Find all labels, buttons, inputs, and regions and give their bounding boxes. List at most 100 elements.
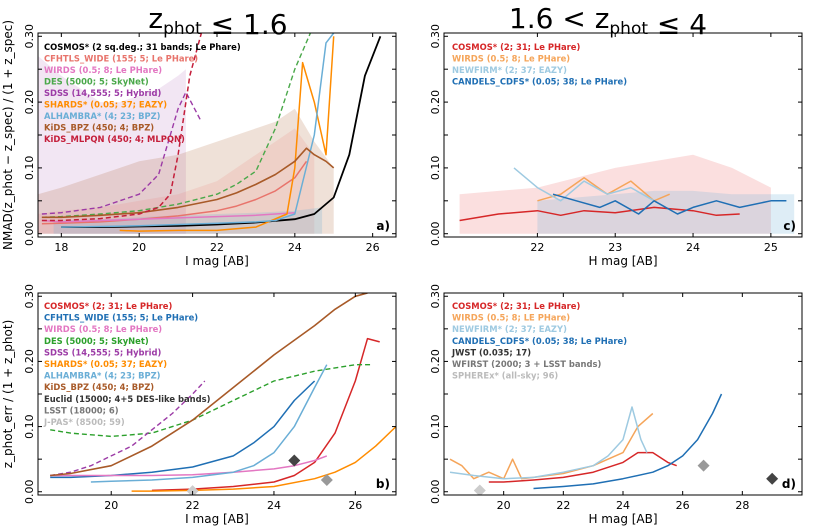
series-alhambra [61,33,335,228]
x-tick-label: 24 [686,241,700,254]
legend-entry: CANDELS_CDFS* (0.05; 38; Le PHare) [452,77,627,87]
x-tick-label: 26 [676,499,690,512]
y-tick-label: 0.00 [429,221,442,246]
legend-entry: SDSS (14,555; 5; Hybrid) [44,347,162,357]
plot-area-b [50,293,396,495]
x-axis-label: H mag [AB] [588,254,657,268]
x-tick-label: 26 [348,499,362,512]
legend-entry: LSST (18000; 6) [44,405,119,415]
x-tick-label: 26 [366,241,380,254]
legend-entry: WFIRST (2000; 3 + LSST bands) [452,359,602,369]
legend-c: COSMOS* (2; 31; Le PHare) WIRDS (0.5; 8; … [452,42,627,87]
series-newfirm [513,167,655,202]
y-tick-label: 0.30 [23,284,36,309]
legend-entry: WIRDS (0.5; 8; LE PHare) [452,313,570,323]
legend-entry: Euclid (15000; 4+5 DES-like bands) [44,394,211,404]
y-tick-label: 0.10 [429,156,442,181]
panels: 18 20 22 24 26 0.00 0.10 0.20 0.30 I mag [AB] NMAD… [1,20,803,526]
panel-a: 18 20 22 24 26 0.00 0.10 0.20 0.30 I mag [AB] NMAD… [1,20,397,268]
x-tick-label: 25 [764,241,778,254]
panel-label-d: d) [782,477,796,491]
x-tick-label: 24 [288,241,302,254]
panel-label-b: b) [376,477,390,491]
series-cfhtls-wide [41,160,308,225]
legend-entry: JWST (0.035; 17) [451,347,531,357]
marker-jwst [766,472,779,485]
series-wirds [449,412,654,480]
legend-entry: SHARDS* (0.05; 37; EAZY) [44,100,167,110]
legend-entry: KiDS_BPZ (450; 4; BPZ) [44,382,154,392]
y-axis-label: z_phot_err / (1 + z_phot) [1,320,15,469]
legend-entry: NEWFIRM* (2; 37; EAZY) [452,324,567,334]
series-shards [119,36,335,232]
legend-entry: COSMOS* (2; 31; Le PHare) [452,301,580,311]
plot-area-a [38,33,382,234]
marker-j-pas [186,485,199,495]
title-left: zphot ≤ 1.6 [148,2,287,41]
legend-entry: KiDS_MLPQN (450; 4; MLPQN) [44,134,185,144]
series-sdss [50,380,206,477]
panel-label-c: c) [783,219,796,233]
x-tick-label: 22 [530,241,544,254]
x-axis-label: I mag [AB] [185,512,249,526]
legend-entry: KiDS_BPZ (450; 4; BPZ) [44,123,154,133]
legend-entry: COSMOS* (2; 31; Le PHare) [44,301,172,311]
x-tick-label: 20 [497,499,511,512]
panel-label-a: a) [376,219,390,233]
x-tick-label: 24 [616,499,630,512]
series-kids-mlpqn [41,33,203,222]
legend-entry: SDSS (14,555; 5; Hybrid) [44,88,162,98]
legend-entry: WIRDS (0.5; 8; Le PHare) [44,65,162,75]
x-tick-label: 20 [104,499,118,512]
x-tick-label: 22 [210,241,224,254]
legend-entry: COSMOS* (2; 31; Le PHare) [452,42,580,52]
x-tick-label: 18 [54,241,68,254]
series-candels-cdfs [533,393,723,490]
series-kids-bpz [41,147,335,219]
band-candels-cdfs [537,190,795,234]
legend-entry: DES (5000; 5; SkyNet) [44,77,149,87]
marker-euclid [288,454,301,467]
y-tick-label: 0.00 [429,479,442,504]
panel-c: 22 23 24 25 0.00 0.10 0.20 0.30 H mag [AB] c) COSM… [429,24,803,268]
panel-d: 20 22 24 26 28 0.00 0.10 0.20 0.30 H mag [AB] d) CO… [429,284,803,526]
legend-entry: SHARDS* (0.05; 37; EAZY) [44,359,167,369]
band-cosmos [459,154,771,234]
series-shards [131,426,396,492]
series-newfirm [449,406,648,480]
series-kids-bpz [50,293,368,477]
legend-entry: WIRDS (0.5; 8; Le PHare) [44,324,162,334]
series-sdss [41,91,203,215]
series-cosmos [488,451,677,483]
x-tick-label: 20 [132,241,146,254]
series-alhambra [90,364,328,483]
series-cosmos [151,337,380,492]
marker-spherex [473,484,486,495]
y-tick-label: 0.20 [23,90,36,115]
legend-entry: WIRDS (0.5; 8; Le PHare) [452,54,570,64]
x-tick-label: 24 [267,499,281,512]
panel-b: 20 22 24 26 0.00 0.10 0.20 0.30 I mag [AB] z_phot… [1,284,397,526]
title-right: 1.6 < zphot ≤ 4 [509,2,707,41]
y-tick-label: 0.00 [23,479,36,504]
legend-entry: ALHAMBRA* (4; 23; BPZ) [44,111,161,121]
series-wirds [41,211,295,223]
x-tick-label: 23 [608,241,622,254]
series-cosmos [459,206,740,222]
plot-area-d [449,393,779,495]
legend-entry: SPHEREx* (all-sky; 96) [452,371,558,381]
marker-lsst [320,474,333,487]
x-tick-label: 22 [186,499,200,512]
x-tick-label: 22 [556,499,570,512]
series-candels-cdfs [552,193,787,215]
y-tick-label: 0.30 [429,24,442,49]
y-tick-label: 0.30 [429,284,442,309]
y-tick-label: 0.20 [23,349,36,374]
series-wirds [50,455,328,477]
y-tick-label: 0.30 [23,24,36,49]
x-tick-label: 28 [735,499,749,512]
y-tick-label: 0.00 [23,221,36,246]
y-axis-label: NMAD(z_phot − z_spec) / (1 + z_spec) [1,20,15,250]
legend-entry: ALHAMBRA* (4; 23; BPZ) [44,371,161,381]
